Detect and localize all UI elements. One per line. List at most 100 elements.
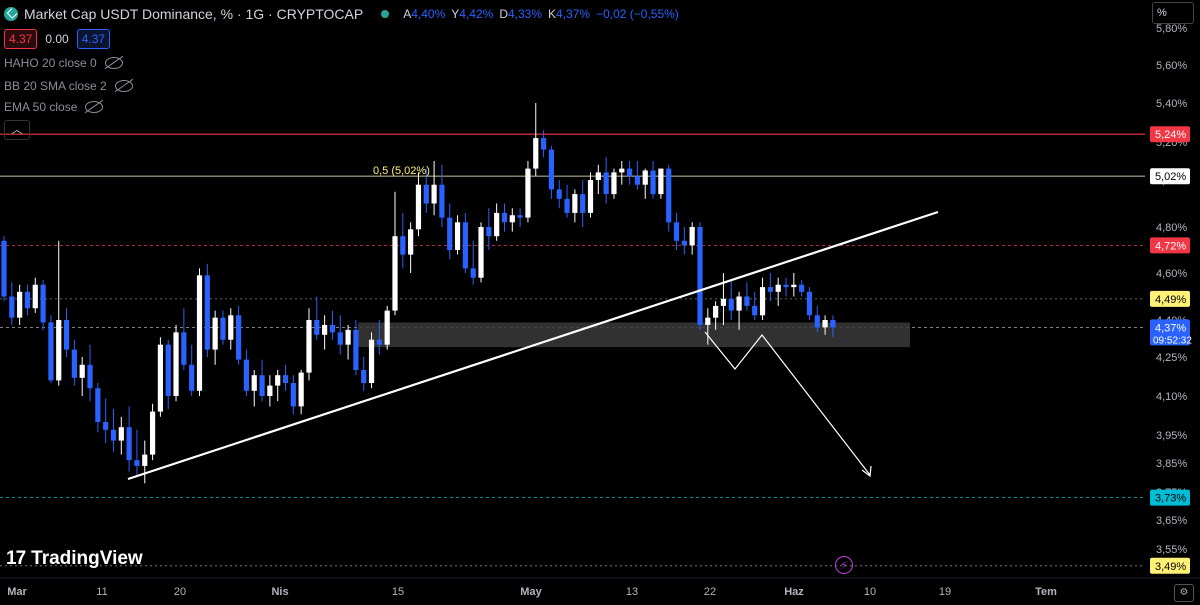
x-tick-label: 11 [96,586,107,598]
price-label-box: 5,24% [1150,126,1190,143]
price-label-text: 5,24% [1155,129,1186,141]
chevron-up-icon: ︿ [11,124,23,136]
candle [149,403,156,461]
drawings-layer: 0,5 (5,02%) [127,165,939,481]
candle [486,208,492,250]
candle-body [728,298,734,311]
candle [9,282,15,325]
candle-body [236,315,242,360]
hidden-eye-icon[interactable] [104,57,123,69]
candle [361,357,367,391]
candle-body [494,212,500,237]
candle [220,310,226,345]
candle-body [783,284,789,288]
goto-settings-icon[interactable]: ⚙ [1174,584,1194,602]
candle-body [87,364,93,389]
candle [580,180,586,227]
candle-body [634,176,641,185]
candle-body [627,168,633,177]
hidden-eye-icon[interactable] [114,80,133,92]
candle-body [713,305,719,318]
y-tick-label: 3,55% [1156,544,1187,556]
candle [587,172,594,218]
candle-body [415,184,422,230]
candle [494,203,500,241]
price-label-text: 4,72% [1155,240,1186,252]
candle-body [142,454,148,466]
indicator-legend-haho[interactable]: HAHO 20 close 0 [4,56,123,70]
collapse-legend-button[interactable]: ︿ [4,120,30,140]
candle [71,339,77,386]
candle-body [454,222,461,250]
x-tick-label: Nis [271,586,288,598]
ohlc-open: A4,40% [403,7,446,21]
sell-price-button[interactable]: 4.37 [4,29,38,49]
candle-body [314,320,320,335]
candle [329,310,336,340]
price-label-box: 4,72% [1150,237,1190,254]
indicator-legend-ema[interactable]: EMA 50 close [4,100,104,114]
price-label-bg [1150,489,1190,506]
candle-body [595,172,601,180]
percent-scale-button[interactable]: % [1152,2,1194,24]
candle [48,315,54,383]
candle-body [564,198,570,213]
countdown-label: 09:52:32 [1153,335,1192,346]
lightning-icon[interactable]: ⚡ [835,556,853,574]
candle-body [587,180,594,213]
candle-body [259,375,265,396]
candle [603,157,609,204]
candle [212,310,218,365]
candle-body [228,315,234,340]
candle [298,370,304,415]
indicator-label: BB 20 SMA close 2 [4,79,107,93]
candle [556,180,562,209]
candle-body [337,332,343,345]
price-label-text: 3,49% [1155,561,1186,573]
y-tick-label: 4,10% [1156,391,1187,403]
candle-body [525,168,531,218]
candle [478,222,484,283]
candle-body [642,170,648,185]
candle-body [243,359,250,391]
candle [95,383,101,433]
y-axis[interactable]: 5,80%5,60%5,40%5,20%5,00%4,80%4,60%4,40%… [1150,23,1192,574]
candle [408,222,414,273]
candle [267,375,273,407]
candle-body [540,138,547,150]
candle-body [799,284,805,292]
price-label-bg [1150,557,1190,574]
hidden-eye-icon[interactable] [85,101,104,113]
indicator-label: HAHO 20 close 0 [4,56,97,70]
fib-label: 0,5 (5,02%) [373,165,430,177]
price-label-bg [1150,237,1190,254]
candle [705,308,711,345]
price-label-box: 4,49% [1150,290,1190,307]
price-label-box: 4,37%09:52:32 [1150,319,1192,346]
candle-body [572,194,578,213]
price-label-bg [1150,168,1190,185]
candle-body [744,296,750,306]
candle [181,308,187,370]
candle [259,359,265,402]
candle [728,280,734,320]
candle-body [110,429,117,441]
candle-body [189,364,195,391]
candle [673,212,680,250]
symbol-title[interactable]: Market Cap USDT Dominance, % · 1G · CRYP… [24,6,364,22]
candle-body [368,339,375,383]
candle [658,168,664,199]
buy-price-button[interactable]: 4.37 [76,29,111,49]
candle-body [149,411,156,455]
x-axis[interactable]: Mar 11 20 Nis 15 May 13 22 Haz 10 19 Tem [0,577,1200,598]
candle-body [345,329,351,345]
trade-price-boxes: 4.37 0.00 4.37 [4,29,111,49]
x-tick-label: 22 [704,586,716,598]
candle [384,305,390,350]
indicator-legend-bb[interactable]: BB 20 SMA close 2 [4,79,133,93]
candle-body [619,168,625,173]
candle-body [705,317,711,325]
chart-header: Market Cap USDT Dominance, % · 1G · CRYP… [4,4,685,24]
candle [368,332,375,389]
